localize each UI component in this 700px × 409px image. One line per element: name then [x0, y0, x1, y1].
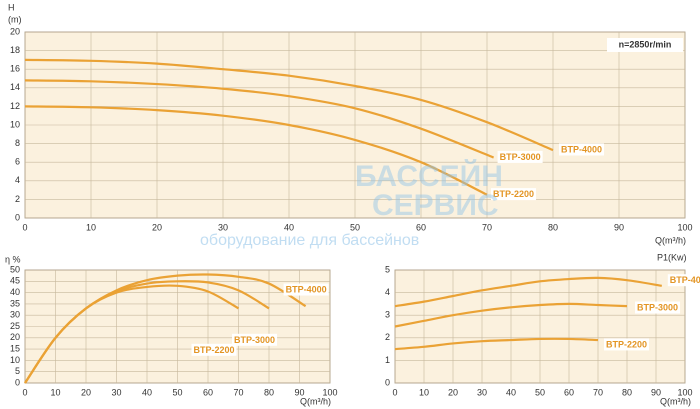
series-label-bg — [491, 188, 537, 201]
x-tick-label: 90 — [651, 387, 661, 397]
series-label: BTP-3000 — [234, 335, 275, 345]
y-tick-label: 8 — [15, 138, 20, 148]
series-label-bg — [232, 333, 278, 346]
curve — [24, 58, 554, 152]
series-label-bg — [191, 343, 237, 356]
y-tick-label: 2 — [385, 332, 390, 342]
y-tick-label: 20 — [10, 332, 20, 342]
series-label: BTP-2200 — [493, 189, 534, 199]
x-tick-label: 60 — [564, 387, 574, 397]
x-tick-label: 100 — [677, 387, 692, 397]
y-tick-label: 12 — [10, 101, 20, 111]
x-tick-label: 100 — [322, 387, 337, 397]
curve — [24, 284, 240, 384]
x-tick-label: 20 — [152, 222, 162, 232]
series-label: BTP-2200 — [606, 339, 647, 349]
series-label: BTP-3000 — [637, 303, 678, 313]
x-tick-label: 50 — [172, 387, 182, 397]
x-tick-label: 80 — [264, 387, 274, 397]
series-label-bg — [559, 143, 605, 156]
annotation: n=2850r/min — [619, 39, 672, 49]
x-tick-label: 90 — [614, 222, 624, 232]
y-tick-label: 0 — [15, 377, 20, 387]
series-label-bg — [497, 150, 543, 163]
y-tick-label: 1 — [385, 355, 390, 365]
annotation-box — [607, 38, 683, 52]
x-tick-label: 100 — [677, 222, 692, 232]
y-tick-label: 10 — [10, 119, 20, 129]
series-label-bg — [635, 301, 681, 314]
curve — [394, 337, 599, 351]
y-tick-label: 35 — [10, 298, 20, 308]
y-tick-label: 40 — [10, 287, 20, 297]
x-tick-label: 40 — [284, 222, 294, 232]
y-tick-label: 5 — [15, 366, 20, 376]
y-axis-label: P1(Kw) — [657, 252, 687, 262]
y-tick-label: 0 — [385, 377, 390, 387]
watermark: оборудование для бассейнов — [200, 232, 419, 249]
x-tick-label: 30 — [477, 387, 487, 397]
x-tick-label: 10 — [50, 387, 60, 397]
x-tick-label: 70 — [482, 222, 492, 232]
y-tick-label: 2 — [15, 194, 20, 204]
x-tick-label: 50 — [535, 387, 545, 397]
x-tick-label: 20 — [448, 387, 458, 397]
y-tick-label: 45 — [10, 276, 20, 286]
y-axis-label: H — [8, 2, 15, 12]
x-tick-label: 80 — [548, 222, 558, 232]
series-label: BTP-2200 — [194, 345, 235, 355]
series-label-bg — [667, 274, 700, 287]
x-tick-label: 70 — [593, 387, 603, 397]
x-tick-label: 30 — [111, 387, 121, 397]
y-tick-label: 4 — [385, 287, 390, 297]
x-tick-label: 40 — [506, 387, 516, 397]
y-axis-label: η % — [5, 254, 21, 264]
x-tick-label: 70 — [233, 387, 243, 397]
series-label: BTP-4000 — [670, 275, 700, 285]
y-axis-unit: (m) — [8, 14, 22, 24]
y-tick-label: 15 — [10, 343, 20, 353]
curve — [24, 105, 488, 196]
x-axis-label: Q(m³/h) — [660, 396, 691, 406]
x-tick-label: 80 — [622, 387, 632, 397]
y-tick-label: 16 — [10, 64, 20, 74]
series-label: BTP-4000 — [286, 285, 327, 295]
series-label: BTP-4000 — [561, 144, 602, 154]
x-axis-label: Q(m³/h) — [300, 396, 331, 406]
curve — [394, 276, 662, 308]
y-tick-label: 14 — [10, 82, 20, 92]
x-tick-label: 0 — [22, 222, 27, 232]
watermark: СЕРВИС — [372, 189, 499, 222]
x-tick-label: 0 — [392, 387, 397, 397]
curve — [24, 79, 495, 159]
y-tick-label: 0 — [15, 212, 20, 222]
y-tick-label: 6 — [15, 157, 20, 167]
x-tick-label: 0 — [22, 387, 27, 397]
x-axis-label: Q(m³/h) — [655, 235, 686, 245]
x-tick-label: 50 — [350, 222, 360, 232]
series-label-bg — [604, 338, 650, 351]
x-tick-label: 60 — [203, 387, 213, 397]
y-tick-label: 3 — [385, 310, 390, 320]
series-label-bg — [283, 283, 329, 296]
y-tick-label: 25 — [10, 321, 20, 331]
series-label: BTP-3000 — [500, 152, 541, 162]
x-tick-label: 10 — [419, 387, 429, 397]
y-tick-label: 10 — [10, 355, 20, 365]
y-tick-label: 20 — [10, 26, 20, 36]
y-tick-label: 4 — [15, 175, 20, 185]
y-tick-label: 30 — [10, 310, 20, 320]
x-tick-label: 40 — [142, 387, 152, 397]
watermark: БАССЕЙН — [355, 159, 503, 193]
x-tick-label: 30 — [218, 222, 228, 232]
curve — [394, 302, 628, 328]
x-tick-label: 60 — [416, 222, 426, 232]
y-tick-label: 50 — [10, 264, 20, 274]
x-tick-label: 10 — [86, 222, 96, 232]
y-tick-label: 18 — [10, 45, 20, 55]
y-tick-label: 5 — [385, 264, 390, 274]
x-tick-label: 90 — [294, 387, 304, 397]
x-tick-label: 20 — [81, 387, 91, 397]
